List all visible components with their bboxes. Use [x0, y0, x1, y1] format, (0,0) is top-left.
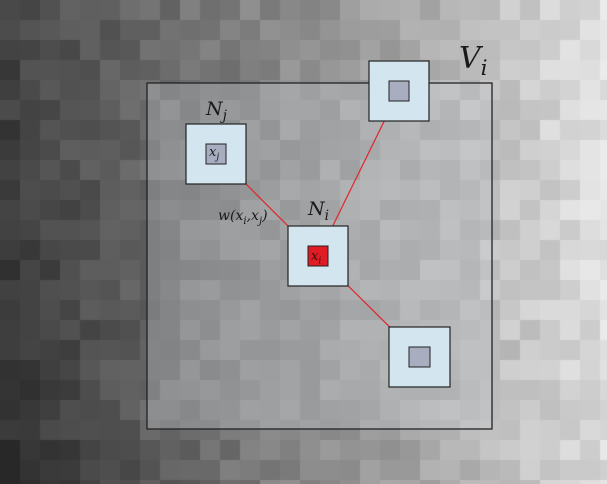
pixel-bottom	[408, 346, 431, 368]
weight-label: w(xi,xj)	[218, 208, 268, 227]
pixel-xj	[205, 143, 227, 165]
patch-label-nj: Nj	[206, 98, 227, 124]
patch-top	[368, 60, 430, 122]
window-label-vi: Vi	[459, 41, 488, 81]
patch-label-ni: Ni	[308, 198, 329, 224]
pixel-label-xj: xj	[209, 145, 220, 163]
pixel-label-xi: xi	[311, 249, 322, 267]
pixel-top	[388, 80, 410, 102]
pixel-xi	[307, 245, 329, 267]
